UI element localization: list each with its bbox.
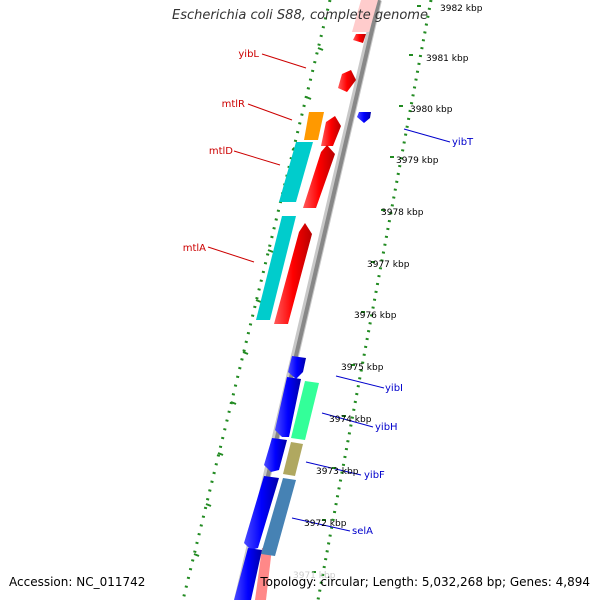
- forward-label-leaders: [207, 53, 307, 263]
- outer-dotted-ring: [316, 0, 433, 600]
- gene-label-yibT: yibT: [452, 137, 474, 148]
- gene-label-yibH: yibH: [375, 422, 398, 433]
- gene-mtlR: [304, 112, 324, 140]
- scale-label: 3974 kbp: [329, 415, 372, 425]
- scale-label: 3977 kbp: [367, 260, 410, 270]
- gene-label-mtlA: mtlA: [183, 243, 206, 254]
- gene-arrow-mtlD: [303, 145, 335, 208]
- scale-labels: 3982 kbp 3981 kbp 3980 kbp 3979 kbp 3978…: [293, 4, 483, 581]
- gene-yibF-olive: [283, 442, 303, 476]
- inner-ring-major-ticks: [193, 47, 324, 557]
- gene-label-selA: selA: [352, 526, 373, 537]
- reverse-gene-labels: yibT yibI yibH yibF selA: [352, 137, 474, 537]
- scale-label: 3980 kbp: [410, 105, 453, 115]
- gene-yibH-green: [291, 381, 319, 440]
- gene-bottom-pink: [255, 548, 272, 600]
- accession-label: Accession: NC_011742: [9, 575, 146, 589]
- gene-arrow-mtlR-fwd: [321, 116, 341, 146]
- forward-gene-labels: yibL mtlR mtlD mtlA: [183, 49, 260, 254]
- gene-arrow-bottom: [234, 548, 262, 600]
- gene-mtlA: [256, 216, 296, 320]
- gene-top-pink: [352, 0, 378, 32]
- reverse-strand-genes: [234, 112, 371, 600]
- scale-label: 3971 kbp: [293, 571, 336, 581]
- scale-label: 3972 kbp: [304, 519, 347, 529]
- reverse-label-leaders: [291, 128, 451, 532]
- scale-label: 3975 kbp: [341, 363, 384, 373]
- genome-summary: Topology: circular; Length: 5,032,268 bp…: [260, 575, 590, 589]
- gene-arrow-yibH: [275, 377, 301, 437]
- gene-label-yibL: yibL: [238, 49, 259, 60]
- gene-mtlD: [279, 142, 313, 202]
- scale-label: 3976 kbp: [354, 311, 397, 321]
- forward-strand-genes: [255, 0, 378, 600]
- gene-label-mtlD: mtlD: [209, 146, 233, 157]
- map-title: Escherichia coli S88, complete genome: [172, 8, 428, 23]
- scale-label: 3973 kbp: [316, 467, 359, 477]
- gene-selA-steel: [261, 478, 296, 556]
- inner-dotted-ring: [181, 0, 332, 600]
- scale-label: 3979 kbp: [396, 156, 439, 166]
- gene-arrow-yibI: [288, 356, 306, 379]
- scale-label: 3978 kbp: [381, 208, 424, 218]
- gene-arrow-yibL: [338, 70, 356, 92]
- gene-label-yibF: yibF: [364, 470, 385, 481]
- gene-label-yibI: yibI: [385, 383, 403, 394]
- gene-label-mtlR: mtlR: [222, 99, 245, 110]
- scale-label: 3981 kbp: [426, 54, 469, 64]
- gene-arrow-mtlA: [274, 223, 312, 324]
- gene-arrow-selA: [244, 476, 279, 550]
- scale-label: 3982 kbp: [440, 4, 483, 14]
- gene-arrow-top-2: [353, 34, 366, 43]
- gene-arrow-yibT: [357, 112, 371, 123]
- outer-ring-ticks: [312, 5, 421, 573]
- gene-arrow-yibF: [264, 438, 287, 472]
